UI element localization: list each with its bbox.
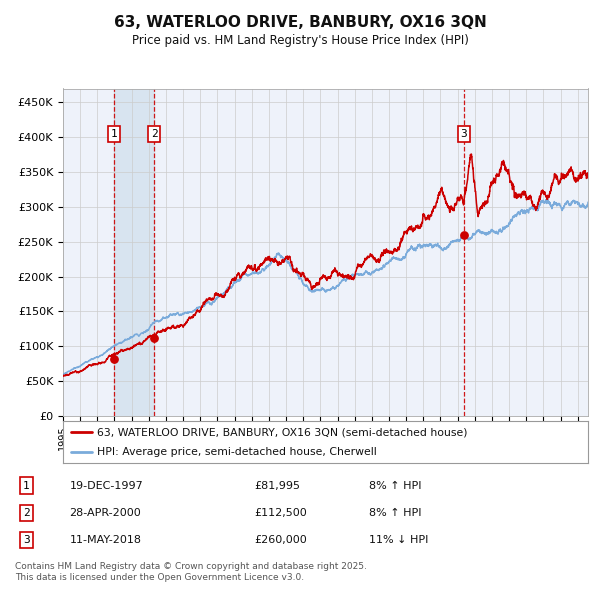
Text: This data is licensed under the Open Government Licence v3.0.: This data is licensed under the Open Gov… [15,573,304,582]
Text: £81,995: £81,995 [254,481,300,490]
Text: 28-APR-2000: 28-APR-2000 [70,508,142,518]
Text: 8% ↑ HPI: 8% ↑ HPI [369,481,422,490]
Point [109,354,119,363]
Text: HPI: Average price, semi-detached house, Cherwell: HPI: Average price, semi-detached house,… [97,447,377,457]
Text: Price paid vs. HM Land Registry's House Price Index (HPI): Price paid vs. HM Land Registry's House … [131,34,469,47]
Text: £260,000: £260,000 [254,535,307,545]
Text: 11% ↓ HPI: 11% ↓ HPI [369,535,428,545]
Text: 11-MAY-2018: 11-MAY-2018 [70,535,142,545]
Text: Contains HM Land Registry data © Crown copyright and database right 2025.: Contains HM Land Registry data © Crown c… [15,562,367,571]
Text: 2: 2 [23,508,30,518]
Bar [114,88,154,416]
Point [149,333,159,342]
Text: £112,500: £112,500 [254,508,307,518]
Text: 19-DEC-1997: 19-DEC-1997 [70,481,143,490]
Text: 3: 3 [23,535,30,545]
Text: 1: 1 [110,129,117,139]
Text: 2: 2 [151,129,158,139]
Text: 63, WATERLOO DRIVE, BANBURY, OX16 3QN (semi-detached house): 63, WATERLOO DRIVE, BANBURY, OX16 3QN (s… [97,427,467,437]
Text: 3: 3 [460,129,467,139]
Point [459,230,469,240]
Text: 1: 1 [23,481,30,490]
Text: 8% ↑ HPI: 8% ↑ HPI [369,508,422,518]
Text: 63, WATERLOO DRIVE, BANBURY, OX16 3QN: 63, WATERLOO DRIVE, BANBURY, OX16 3QN [113,15,487,30]
